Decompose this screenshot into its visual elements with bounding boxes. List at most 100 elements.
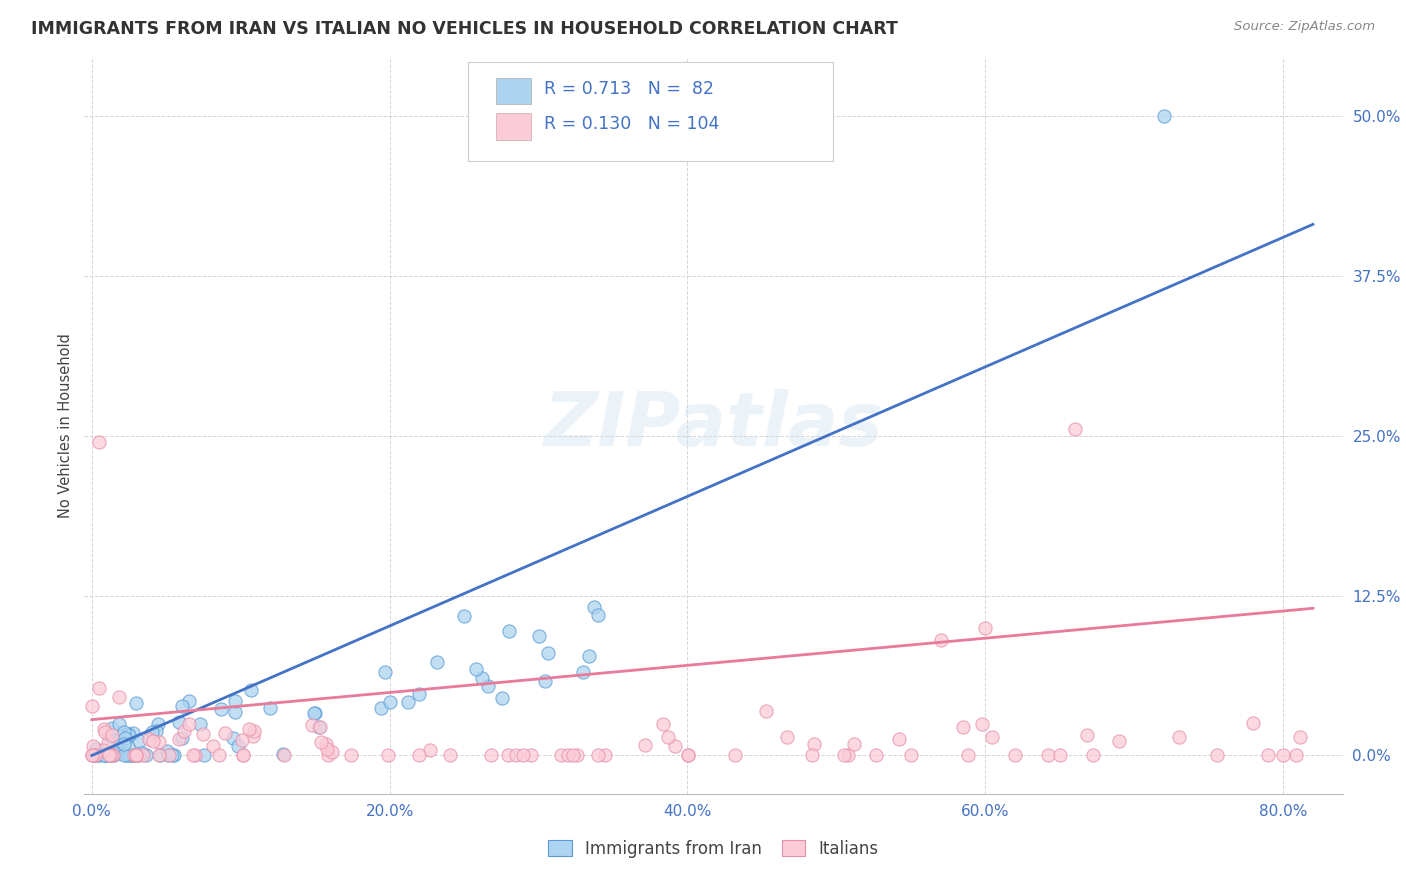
Point [167, 714, 190, 729]
Point [86, 748, 108, 763]
Point [82, 699, 104, 714]
Point [112, 748, 135, 763]
Point [929, 633, 952, 648]
Point [122, 725, 145, 739]
Point [82, 748, 104, 763]
Point [80, 748, 103, 763]
FancyBboxPatch shape [496, 78, 531, 104]
Point [100, 748, 122, 763]
Point [586, 748, 609, 763]
Point [89, 434, 111, 449]
Point [148, 748, 170, 763]
Point [177, 694, 200, 708]
Point [676, 748, 699, 763]
Point [634, 738, 657, 752]
Point [304, 706, 326, 721]
Point [377, 748, 399, 763]
Point [121, 748, 143, 763]
Point [536, 646, 558, 660]
Point [114, 724, 136, 739]
Point [222, 731, 245, 745]
Point [94, 748, 117, 763]
Point [512, 748, 534, 763]
Point [93, 723, 115, 737]
Point [471, 671, 494, 685]
Point [97, 735, 120, 749]
Point [1272, 748, 1295, 763]
Point [94, 748, 117, 763]
Point [586, 607, 609, 622]
Text: R = 0.713   N =  82: R = 0.713 N = 82 [544, 80, 714, 98]
Point [131, 748, 153, 763]
Point [208, 748, 231, 763]
Point [273, 748, 295, 763]
Point [340, 748, 363, 763]
Point [565, 748, 588, 763]
Point [1076, 729, 1098, 743]
Point [970, 717, 993, 731]
Point [167, 731, 190, 746]
Point [232, 748, 254, 763]
Point [801, 748, 824, 763]
Point [83, 748, 105, 763]
Point [110, 734, 132, 748]
Point [107, 737, 129, 751]
Point [396, 695, 419, 709]
Point [117, 748, 139, 763]
Point [562, 748, 585, 763]
Point [100, 730, 122, 744]
Point [842, 737, 865, 751]
Point [193, 748, 215, 763]
Point [146, 716, 169, 731]
Point [315, 737, 337, 751]
Point [193, 727, 215, 741]
Y-axis label: No Vehicles in Household: No Vehicles in Household [58, 334, 73, 518]
Point [148, 748, 170, 763]
Point [374, 665, 396, 679]
Point [1081, 748, 1104, 763]
Point [865, 748, 887, 763]
Point [127, 748, 149, 763]
Point [242, 729, 264, 743]
Point [1285, 748, 1308, 763]
Point [128, 734, 150, 748]
Point [889, 731, 911, 746]
Point [557, 748, 579, 763]
Point [316, 748, 339, 763]
Point [550, 748, 572, 763]
Point [378, 695, 401, 709]
Point [370, 701, 392, 715]
Point [101, 721, 124, 735]
Point [82, 739, 104, 753]
Point [108, 734, 131, 748]
Point [498, 624, 520, 639]
Point [309, 735, 332, 749]
Point [1036, 748, 1059, 763]
Point [89, 681, 111, 696]
Point [83, 748, 105, 763]
Point [240, 682, 263, 697]
Point [426, 655, 449, 669]
Point [496, 748, 519, 763]
Point [100, 728, 122, 742]
Point [163, 748, 186, 763]
Point [101, 748, 124, 763]
Point [477, 679, 499, 693]
Point [148, 735, 170, 749]
Point [89, 748, 111, 763]
Point [173, 724, 195, 739]
Point [1049, 748, 1071, 763]
Point [135, 748, 157, 763]
Point [1063, 422, 1085, 436]
Point [465, 662, 488, 676]
Point [103, 748, 125, 763]
Point [108, 741, 131, 756]
Point [177, 716, 200, 731]
Point [162, 748, 184, 763]
Point [723, 748, 745, 763]
Point [82, 748, 104, 763]
Point [83, 748, 105, 763]
Point [1153, 109, 1175, 123]
Point [664, 739, 686, 753]
FancyBboxPatch shape [496, 113, 531, 140]
